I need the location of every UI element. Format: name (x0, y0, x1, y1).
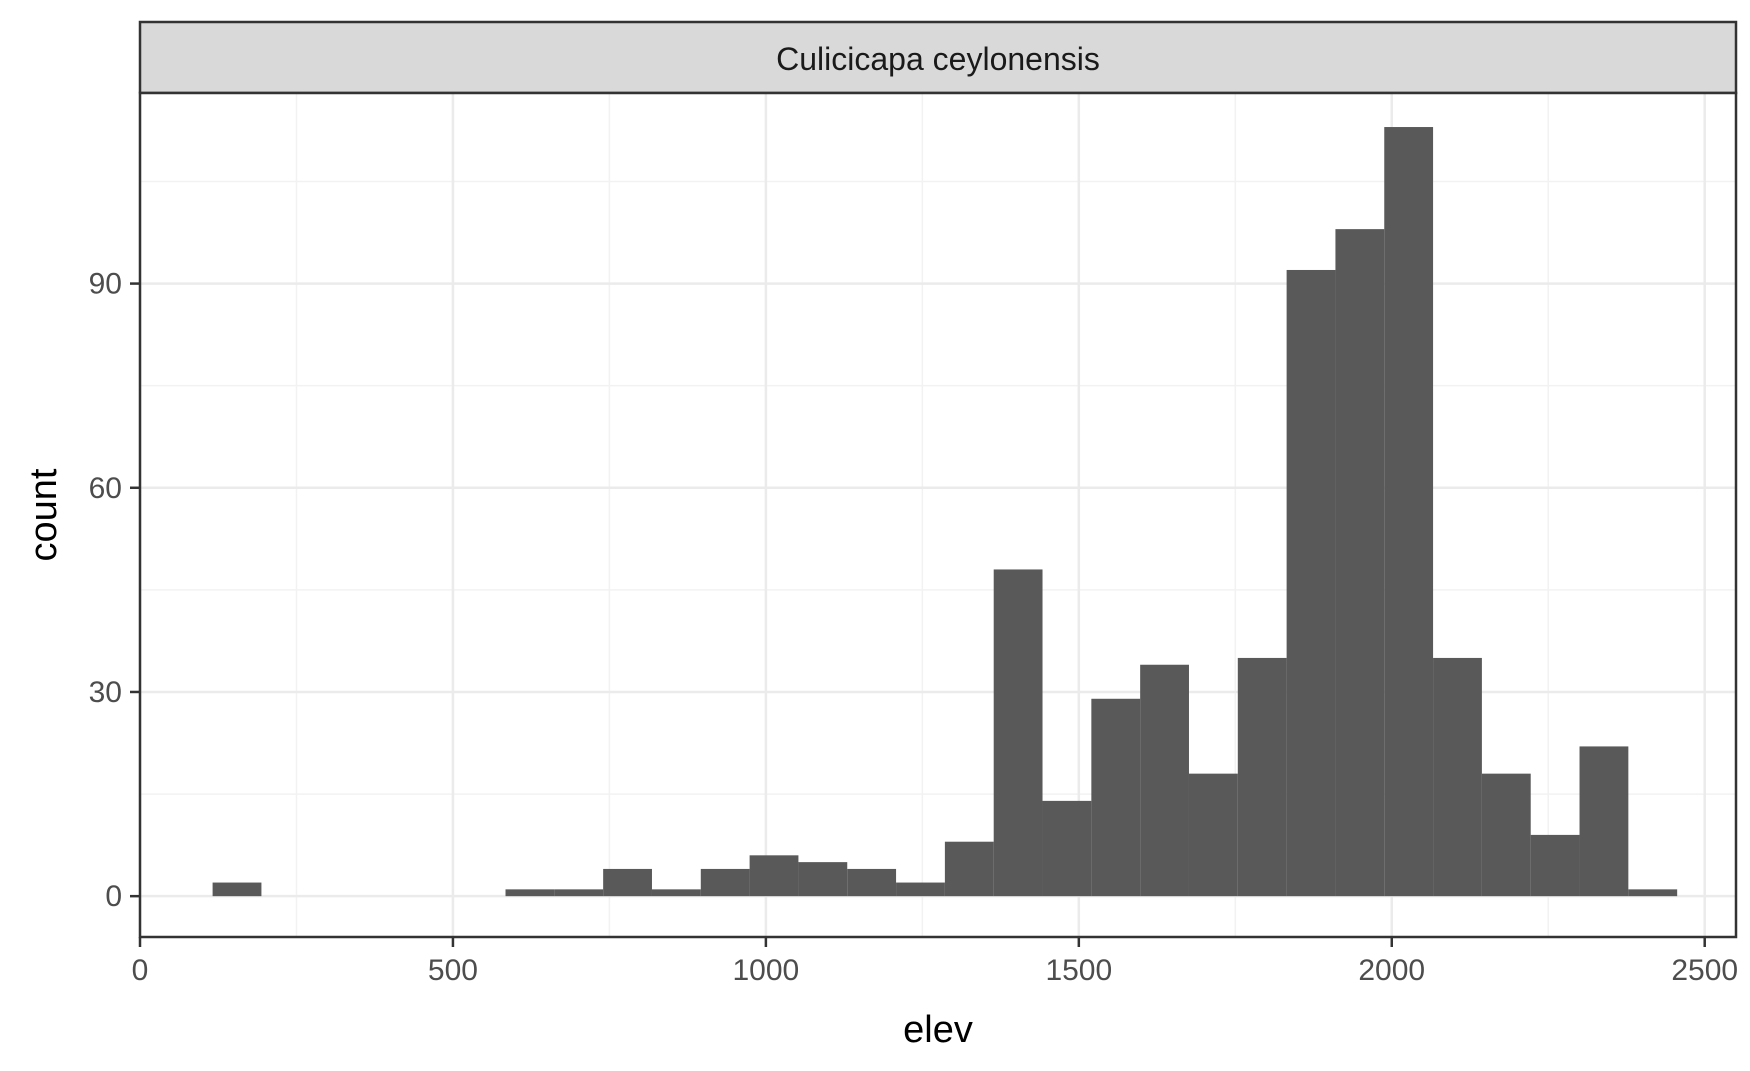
histogram-bar (1530, 834, 1580, 897)
x-tick-label: 2500 (1671, 954, 1738, 987)
histogram-bar (798, 862, 848, 897)
histogram-bar (1384, 127, 1434, 897)
histogram-bar (1579, 746, 1629, 897)
x-tick-label: 0 (132, 954, 149, 987)
histogram-bar (603, 868, 652, 897)
histogram-bar (1188, 773, 1238, 897)
histogram-bar (847, 868, 897, 897)
histogram-bar (1481, 773, 1531, 897)
histogram-bar (651, 889, 701, 897)
histogram-bar (1140, 664, 1189, 897)
x-axis-title: elev (903, 1009, 973, 1051)
x-tick-label: 1000 (733, 954, 800, 987)
histogram-bar (896, 882, 945, 897)
y-tick-label: 30 (89, 676, 122, 709)
histogram-bars (212, 127, 1678, 897)
histogram-bar (554, 889, 604, 897)
y-axis-title: count (23, 468, 65, 561)
facet-strip: Culicicapa ceylonensis (138, 20, 1738, 95)
histogram-bar (993, 569, 1043, 897)
x-tick-label: 500 (428, 954, 478, 987)
histogram-bar (1042, 800, 1092, 897)
x-tick-label: 1500 (1045, 954, 1112, 987)
histogram-bar (1628, 889, 1678, 897)
y-axis: 0 30 60 90 (89, 268, 140, 913)
histogram-bar (944, 841, 994, 897)
y-tick-label: 90 (89, 268, 122, 301)
histogram-bar (1335, 229, 1385, 897)
histogram-bar (749, 855, 799, 897)
plot-panel (138, 91, 1738, 939)
histogram-bar (1286, 269, 1336, 897)
facet-label: Culicicapa ceylonensis (776, 41, 1100, 77)
histogram-bar (212, 882, 262, 897)
x-tick-label: 2000 (1358, 954, 1425, 987)
histogram-bar (1237, 657, 1287, 897)
facet-strip-background (138, 20, 1738, 95)
panel-border (138, 91, 1738, 939)
histogram-bar (505, 889, 555, 897)
histogram-bar (1433, 657, 1482, 897)
y-tick-label: 0 (105, 880, 122, 913)
y-tick-label: 60 (89, 472, 122, 505)
histogram-bar (700, 868, 750, 897)
x-axis: 0 500 1000 1500 2000 2500 (132, 937, 1738, 987)
histogram-bar (1091, 698, 1141, 897)
